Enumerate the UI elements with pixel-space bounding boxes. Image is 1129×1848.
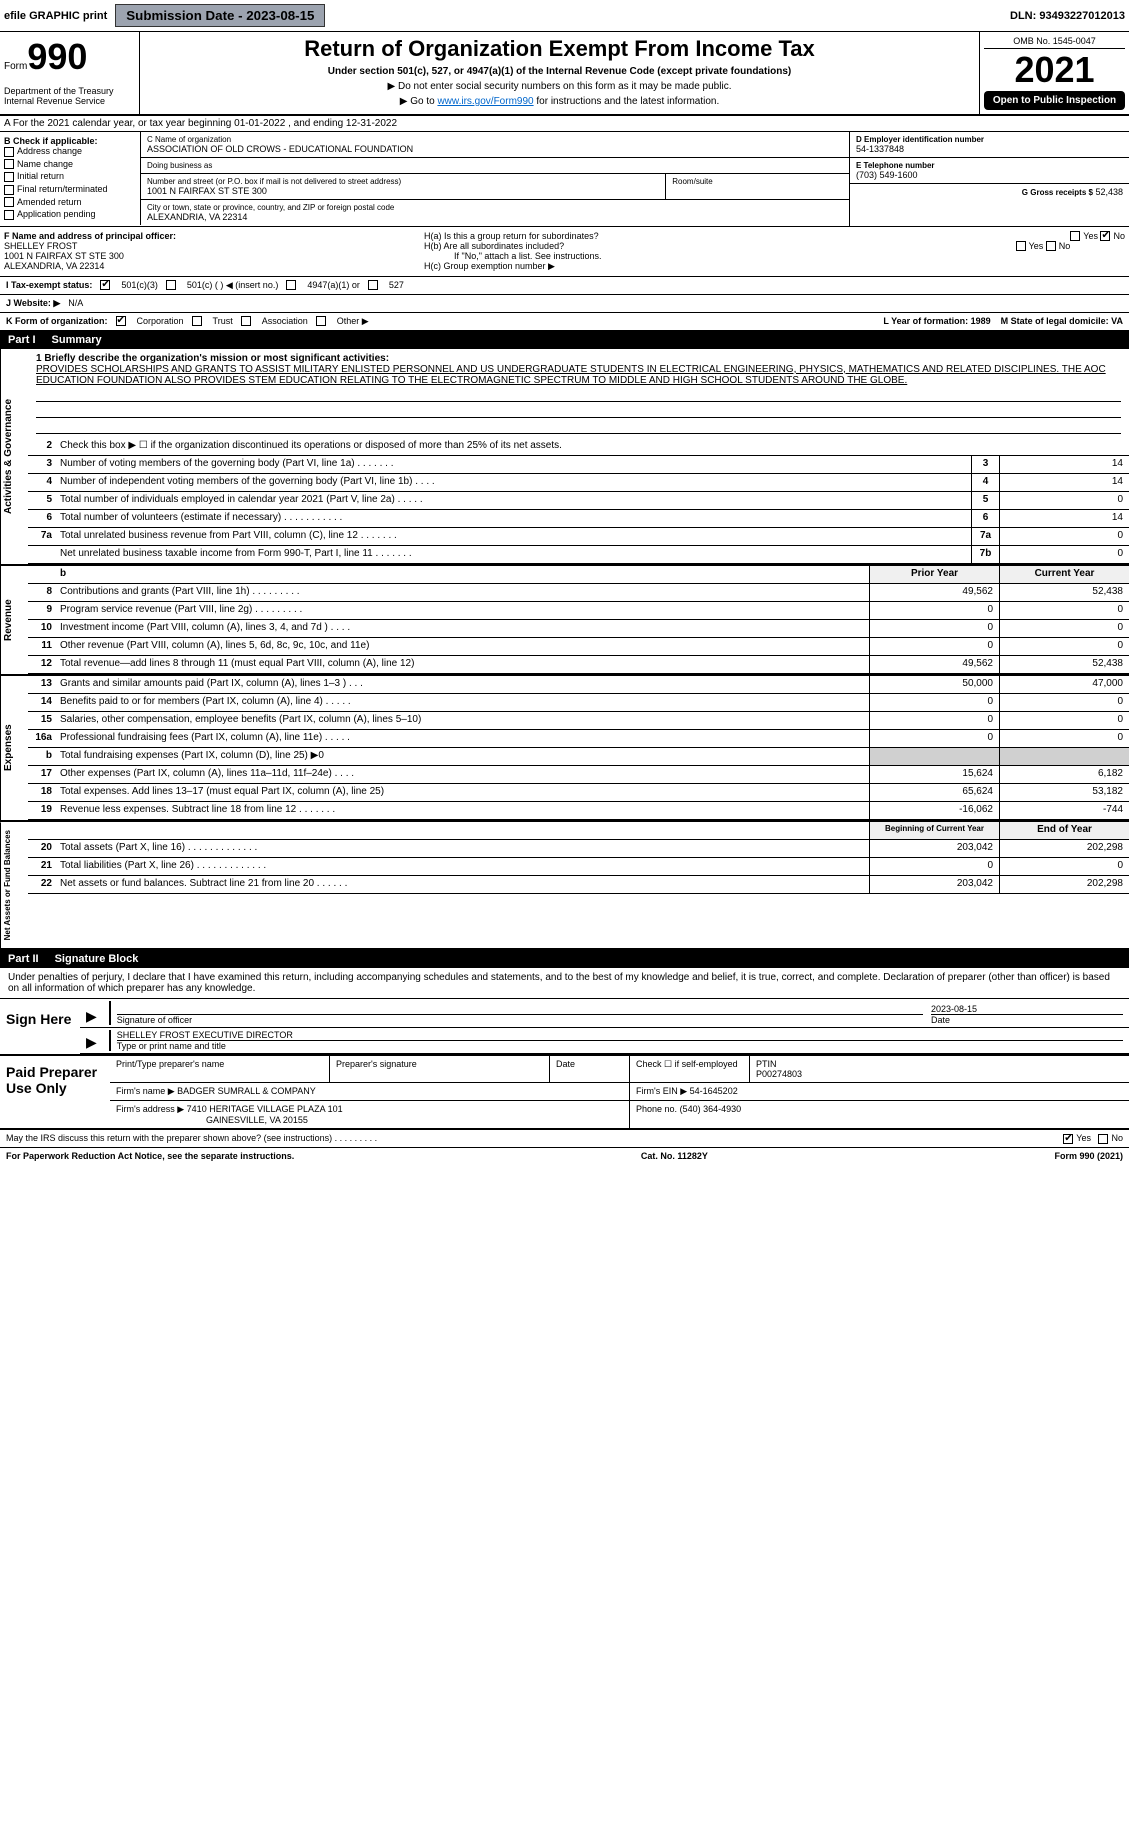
cb-address-change[interactable]: Address change (4, 146, 136, 157)
mission-text: PROVIDES SCHOLARSHIPS AND GRANTS TO ASSI… (36, 364, 1121, 386)
org-name: ASSOCIATION OF OLD CROWS - EDUCATIONAL F… (147, 144, 843, 154)
officer-typed-name: SHELLEY FROST EXECUTIVE DIRECTOR (117, 1030, 1123, 1041)
city-state-zip: ALEXANDRIA, VA 22314 (147, 212, 843, 222)
gross-receipts: 52,438 (1095, 187, 1123, 197)
discuss-row: May the IRS discuss this return with the… (0, 1130, 1129, 1148)
side-expenses: Expenses (0, 676, 28, 820)
arrow-icon: ▶ (86, 1008, 97, 1025)
part-1-header: Part I Summary (0, 331, 1129, 349)
cb-initial-return[interactable]: Initial return (4, 171, 136, 182)
cb-501c3[interactable] (100, 280, 110, 290)
cb-other[interactable] (316, 316, 326, 326)
arrow-icon: ▶ (86, 1034, 97, 1051)
gov-val: 0 (999, 492, 1129, 509)
subtitle-1: Under section 501(c), 527, or 4947(a)(1)… (148, 66, 971, 77)
side-activities-governance: Activities & Governance (0, 349, 28, 564)
topbar: efile GRAPHIC print Submission Date - 20… (0, 0, 1129, 32)
block-c-org-info: C Name of organization ASSOCIATION OF OL… (140, 132, 849, 226)
cb-amended-return[interactable]: Amended return (4, 197, 136, 208)
summary-section: Activities & Governance 1 Briefly descri… (0, 349, 1129, 566)
row-k-l: K Form of organization: Corporation Trus… (0, 313, 1129, 331)
inspection-badge: Open to Public Inspection (984, 91, 1125, 110)
cb-trust[interactable] (192, 316, 202, 326)
cb-corporation[interactable] (116, 316, 126, 326)
cb-application-pending[interactable]: Application pending (4, 209, 136, 220)
submission-date-button[interactable]: Submission Date - 2023-08-15 (115, 4, 325, 27)
gov-val: 14 (999, 474, 1129, 491)
block-b-checkboxes: B Check if applicable: Address change Na… (0, 132, 140, 226)
firm-phone: (540) 364-4930 (680, 1104, 742, 1114)
signature-intro: Under penalties of perjury, I declare th… (0, 968, 1129, 999)
officer-name: SHELLEY FROST (4, 241, 416, 251)
side-net-assets: Net Assets or Fund Balances (0, 822, 28, 948)
row-f-h: F Name and address of principal officer:… (0, 227, 1129, 277)
subtitle-3: ▶ Go to www.irs.gov/Form990 for instruct… (148, 96, 971, 107)
paid-preparer-block: Paid Preparer Use Only Print/Type prepar… (0, 1056, 1129, 1130)
firm-addr1: 7410 HERITAGE VILLAGE PLAZA 101 (187, 1104, 343, 1114)
ein: 54-1337848 (856, 144, 1123, 154)
part-2-header: Part II Signature Block (0, 950, 1129, 968)
row-i-tax-status: I Tax-exempt status: 501(c)(3) 501(c) ( … (0, 277, 1129, 295)
form-header: Form990 Department of the Treasury Inter… (0, 32, 1129, 116)
form-number: 990 (27, 36, 87, 77)
blocks-d-e-g: D Employer identification number 54-1337… (849, 132, 1129, 226)
cb-association[interactable] (241, 316, 251, 326)
cb-527[interactable] (368, 280, 378, 290)
cb-final-return[interactable]: Final return/terminated (4, 184, 136, 195)
footer: For Paperwork Reduction Act Notice, see … (0, 1148, 1129, 1164)
efile-label: efile GRAPHIC print (4, 10, 107, 22)
subtitle-2: ▶ Do not enter social security numbers o… (148, 81, 971, 92)
row-j-website: J Website: ▶ N/A (0, 295, 1129, 313)
cb-501c[interactable] (166, 280, 176, 290)
dln-label: DLN: 93493227012013 (1010, 10, 1125, 22)
cb-discuss-yes[interactable] (1063, 1134, 1073, 1144)
firm-addr2: GAINESVILLE, VA 20155 (116, 1115, 308, 1125)
irs-link[interactable]: www.irs.gov/Form990 (437, 96, 533, 107)
row-a-tax-year: A For the 2021 calendar year, or tax yea… (0, 116, 1129, 132)
firm-ein: 54-1645202 (690, 1086, 738, 1096)
ptin: P00274803 (756, 1069, 1123, 1079)
gov-val: 14 (999, 510, 1129, 527)
cb-4947[interactable] (286, 280, 296, 290)
cb-name-change[interactable]: Name change (4, 159, 136, 170)
side-revenue: Revenue (0, 566, 28, 674)
gov-val: 0 (999, 528, 1129, 545)
sig-date: 2023-08-15 (931, 1004, 1123, 1015)
website-value: N/A (68, 298, 83, 308)
form-title: Return of Organization Exempt From Incom… (148, 36, 971, 62)
cb-discuss-no[interactable] (1098, 1134, 1108, 1144)
form-word: Form (4, 61, 27, 72)
gov-val: 14 (999, 456, 1129, 473)
street-address: 1001 N FAIRFAX ST STE 300 (147, 186, 659, 196)
blocks-b-through-g: B Check if applicable: Address change Na… (0, 132, 1129, 227)
telephone: (703) 549-1600 (856, 170, 1123, 180)
signature-block: Sign Here ▶ Signature of officer 2023-08… (0, 999, 1129, 1056)
tax-year: 2021 (984, 49, 1125, 91)
mission-block: 1 Briefly describe the organization's mi… (28, 349, 1129, 438)
omb-number: OMB No. 1545-0047 (984, 36, 1125, 49)
gov-val: 0 (999, 546, 1129, 563)
dept-label: Department of the Treasury Internal Reve… (4, 86, 135, 106)
firm-name: BADGER SUMRALL & COMPANY (177, 1086, 316, 1096)
